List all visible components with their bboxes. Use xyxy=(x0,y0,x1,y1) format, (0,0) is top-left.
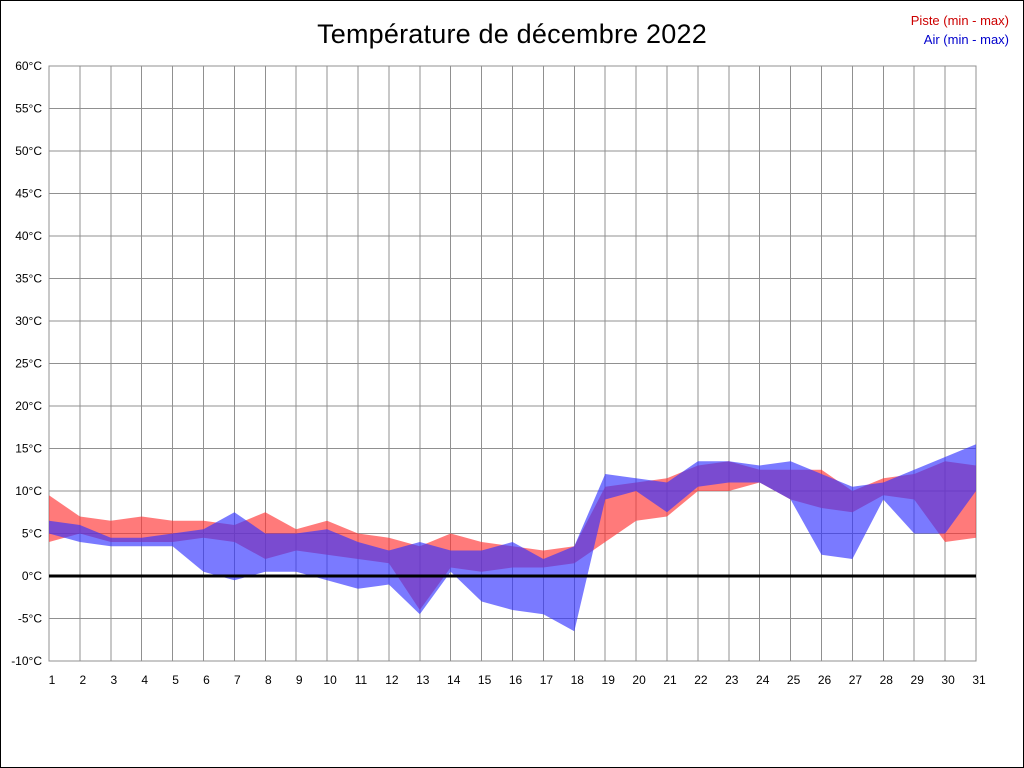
y-axis-labels: -10°C -5°C 0°C 5°C 10°C 15°C 20°C 25°C 30°C 35°C 4… xyxy=(11,59,42,668)
x-tick-label: 26 xyxy=(818,673,832,687)
x-axis-labels: 1 2 3 4 5 6 7 8 9 10 11 12 13 14 15 16 17 18 19 20 21 22 23 24 2… xyxy=(49,673,986,687)
x-tick-label: 16 xyxy=(509,673,523,687)
x-tick-label: 24 xyxy=(756,673,770,687)
x-tick-label: 1 xyxy=(49,673,56,687)
x-tick-label: 23 xyxy=(725,673,739,687)
x-tick-label: 14 xyxy=(447,673,461,687)
chart-legend: Piste (min - max) Air (min - max) xyxy=(911,11,1009,49)
y-tick-label: 0°C xyxy=(22,569,42,583)
x-tick-label: 8 xyxy=(265,673,272,687)
x-tick-label: 20 xyxy=(632,673,646,687)
legend-item-piste: Piste (min - max) xyxy=(910,13,1009,28)
y-tick-label: -10°C xyxy=(11,654,42,668)
x-tick-label: 27 xyxy=(849,673,863,687)
x-tick-label: 18 xyxy=(571,673,585,687)
x-tick-label: 7 xyxy=(234,673,241,687)
x-tick-label: 5 xyxy=(172,673,179,687)
y-tick-label: 55°C xyxy=(15,102,42,116)
y-tick-label: 25°C xyxy=(15,357,42,371)
x-tick-label: 2 xyxy=(80,673,87,687)
y-tick-label: 20°C xyxy=(15,399,42,413)
x-tick-label: 3 xyxy=(110,673,117,687)
x-tick-label: 13 xyxy=(416,673,430,687)
y-tick-label: 15°C xyxy=(15,442,42,456)
y-tick-label: 10°C xyxy=(15,484,42,498)
x-tick-label: 6 xyxy=(203,673,210,687)
y-tick-label: 45°C xyxy=(15,187,42,201)
y-tick-label: 30°C xyxy=(15,314,42,328)
y-tick-label: 35°C xyxy=(15,272,42,286)
x-tick-label: 31 xyxy=(972,673,986,687)
x-tick-label: 28 xyxy=(880,673,894,687)
x-tick-label: 12 xyxy=(385,673,399,687)
x-tick-label: 17 xyxy=(540,673,554,687)
legend-item-air: Air (min - max) xyxy=(923,32,1009,47)
x-tick-label: 25 xyxy=(787,673,801,687)
y-tick-label: -5°C xyxy=(18,612,42,626)
x-tick-label: 21 xyxy=(663,673,677,687)
y-tick-label: 5°C xyxy=(22,527,42,541)
x-tick-label: 22 xyxy=(694,673,708,687)
x-tick-label: 29 xyxy=(911,673,925,687)
plot-border xyxy=(48,65,977,662)
x-tick-label: 19 xyxy=(602,673,616,687)
chart-title: Température de décembre 2022 xyxy=(317,19,707,49)
x-tick-label: 15 xyxy=(478,673,492,687)
x-tick-label: 11 xyxy=(355,673,368,687)
y-tick-label: 50°C xyxy=(15,144,42,158)
x-tick-label: 30 xyxy=(941,673,955,687)
y-tick-label: 40°C xyxy=(15,229,42,243)
x-tick-label: 10 xyxy=(323,673,337,687)
x-tick-label: 4 xyxy=(141,673,148,687)
y-tick-label: 60°C xyxy=(15,59,42,73)
band-air xyxy=(49,444,976,632)
x-tick-label: 9 xyxy=(296,673,303,687)
